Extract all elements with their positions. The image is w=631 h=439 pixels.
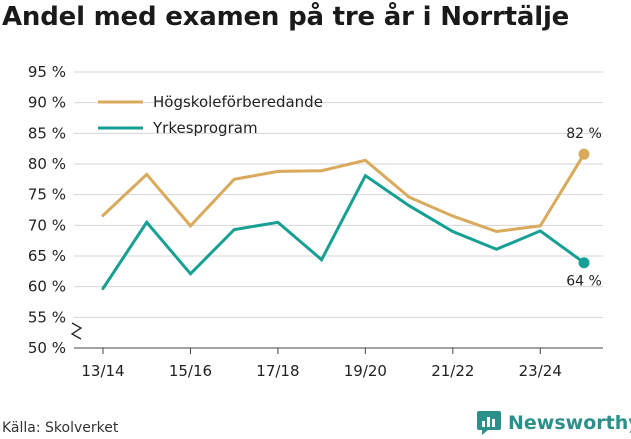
- endpoint-marker: [578, 148, 590, 160]
- x-tick-label: 13/14: [81, 362, 124, 380]
- x-tick-label: 15/16: [169, 362, 212, 380]
- y-tick-label: 75 %: [28, 186, 66, 204]
- series-line-1: [101, 173, 586, 290]
- y-tick-label: 65 %: [28, 247, 66, 265]
- endpoint-marker: [578, 257, 590, 269]
- end-value-label: 64 %: [566, 274, 602, 290]
- bar-chart-speech-icon: [477, 411, 501, 435]
- axis-break-icon: [70, 322, 83, 340]
- y-tick-label: 55 %: [28, 308, 66, 326]
- y-tick-label: 85 %: [28, 124, 66, 142]
- end-labels: 82 % 64 %: [566, 126, 602, 290]
- y-axis: 50 % 55 % 60 % 65 % 70 % 75 % 80 % 85 % 90 % 95 %: [28, 63, 83, 357]
- brand-logo: Newsworthy: [476, 408, 631, 438]
- y-tick-label: 80 %: [28, 155, 66, 173]
- end-value-label: 82 %: [566, 126, 602, 142]
- x-tick-label: 21/22: [431, 362, 474, 380]
- chart-title: Andel med examen på tre år i Norrtälje: [2, 2, 570, 32]
- y-tick-label: 95 %: [28, 63, 66, 81]
- series-line-0: [101, 152, 586, 234]
- x-axis: 13/14 15/16 17/18 19/20 21/22 23/24: [74, 347, 603, 380]
- x-tick-label: 17/18: [256, 362, 299, 380]
- legend: Högskoleförberedande Yrkesprogram: [98, 93, 323, 137]
- legend-label: Yrkesprogram: [152, 119, 258, 137]
- series-lines: [101, 148, 590, 290]
- x-tick-label: 23/24: [519, 362, 562, 380]
- x-tick-label: 19/20: [344, 362, 387, 380]
- y-tick-label: 90 %: [28, 94, 66, 112]
- legend-label: Högskoleförberedande: [153, 93, 323, 111]
- grid-lines: [74, 71, 603, 318]
- brand-name: Newsworthy: [508, 412, 631, 434]
- y-tick-label: 60 %: [28, 278, 66, 296]
- y-tick-label: 70 %: [28, 216, 66, 234]
- y-tick-label: 50 %: [28, 339, 66, 357]
- source-note: Källa: Skolverket: [2, 420, 119, 436]
